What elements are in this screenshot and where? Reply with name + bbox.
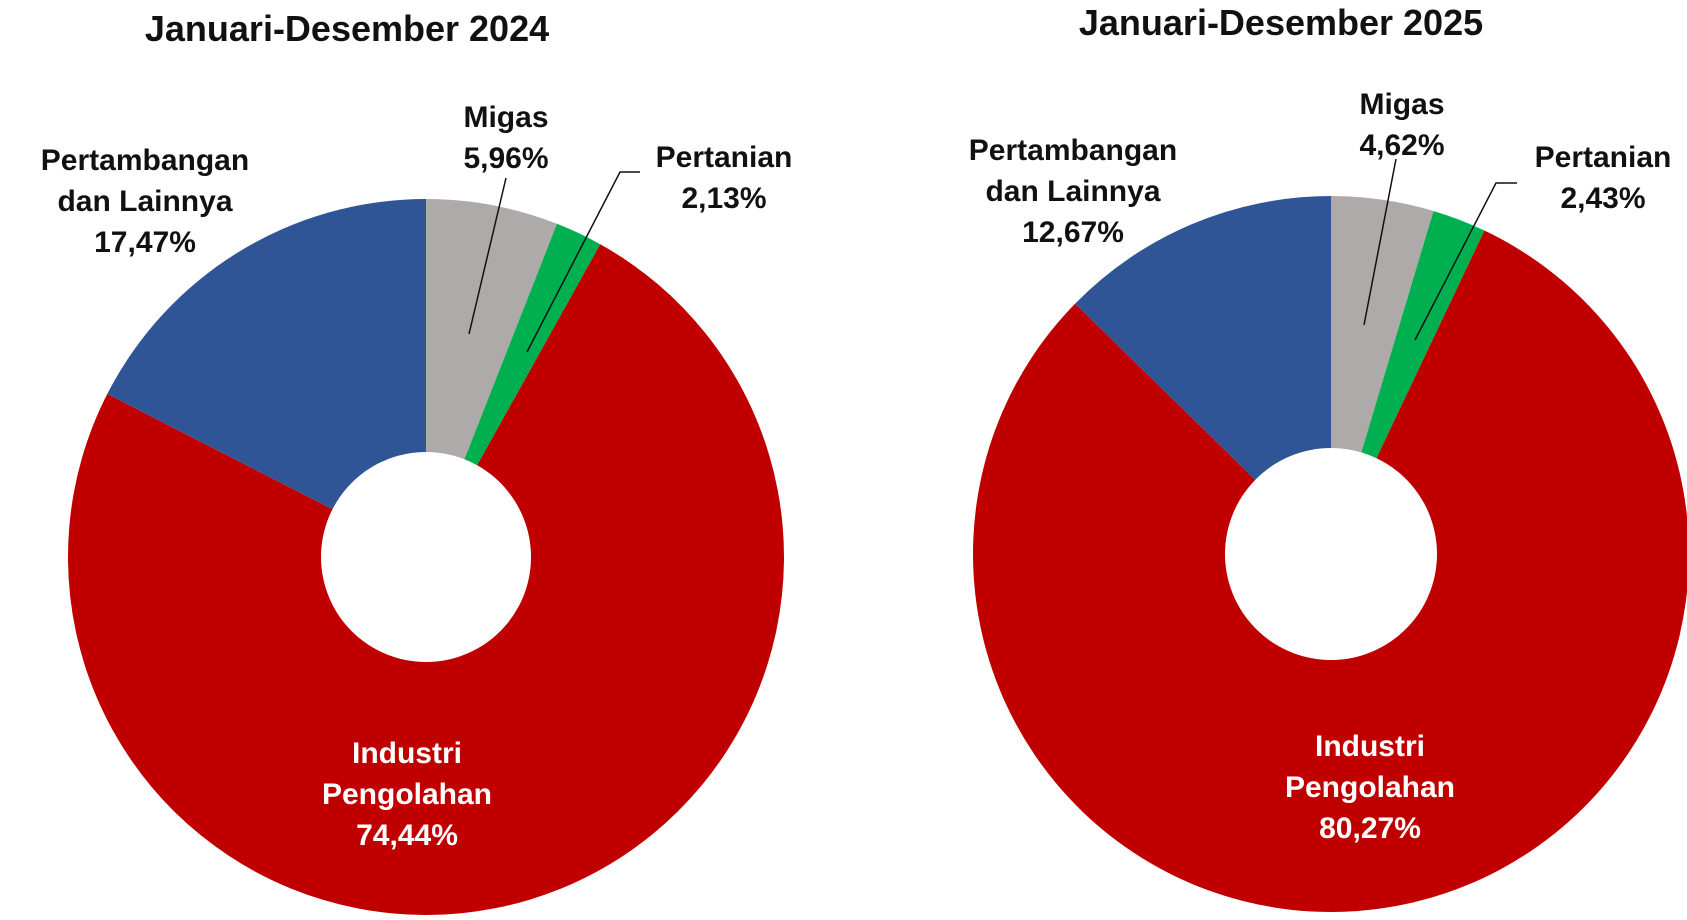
value-label: 80,27% [1319, 812, 1421, 845]
leader-line [468, 177, 507, 335]
leader-line [1363, 158, 1397, 326]
leader-line [1414, 182, 1517, 341]
donut-slice [426, 199, 557, 460]
category-name: Migas [463, 101, 549, 134]
donut-slice [107, 199, 426, 510]
donut-slice [973, 230, 1687, 912]
value-label: 12,67% [1022, 216, 1124, 249]
value-label: 5,96% [463, 142, 549, 175]
slice-label: Migas 4,62% [1302, 84, 1502, 166]
slice-label: Pertambangan dan Lainnya 17,47% [10, 140, 280, 263]
category-name: Pertambangan dan Lainnya [968, 134, 1178, 208]
chart-title: Januari-Desember 2024 [144, 8, 550, 49]
donut-slice [68, 244, 785, 916]
donut-slice [1361, 210, 1485, 459]
value-label: 74,44% [356, 819, 458, 852]
category-name: Industri Pengolahan [321, 737, 493, 811]
category-name: Pertambangan dan Lainnya [40, 144, 250, 218]
donut-slice [1331, 196, 1434, 453]
value-label: 17,47% [94, 226, 196, 259]
leader-line [526, 171, 640, 353]
category-name: Industri Pengolahan [1284, 730, 1456, 804]
slice-label: Pertanian 2,13% [624, 137, 824, 219]
category-name: Pertanian [1534, 141, 1672, 174]
slice-label: Industri Pengolahan 80,27% [1255, 726, 1485, 849]
donut-slice [1075, 196, 1331, 480]
slice-label: Migas 5,96% [406, 97, 606, 179]
slice-label: Industri Pengolahan 74,44% [292, 733, 522, 856]
chart-title: Januari-Desember 2025 [1078, 2, 1484, 43]
slice-label: Pertanian 2,43% [1503, 137, 1687, 219]
slice-label: Pertambangan dan Lainnya 12,67% [938, 130, 1208, 253]
donut-slice [464, 223, 601, 466]
value-label: 2,13% [681, 182, 767, 215]
category-name: Migas [1359, 88, 1445, 121]
value-label: 4,62% [1359, 129, 1445, 162]
category-name: Pertanian [655, 141, 793, 174]
value-label: 2,43% [1560, 182, 1646, 215]
